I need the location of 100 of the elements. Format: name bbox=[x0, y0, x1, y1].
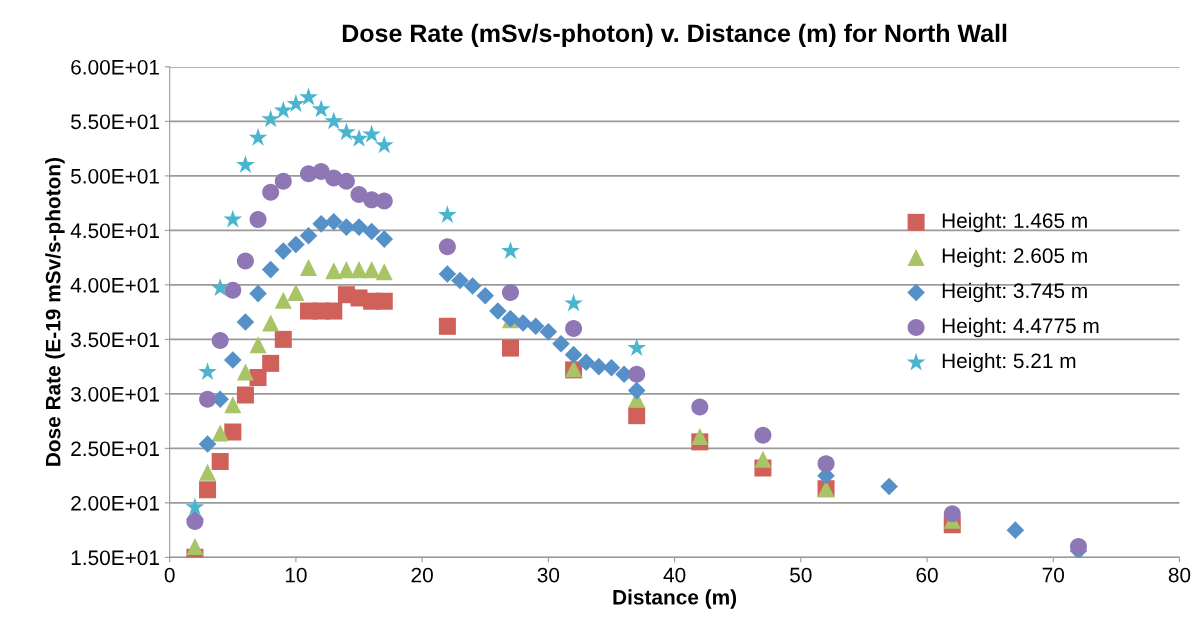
y-tick-label: 2.50E+01 bbox=[71, 441, 159, 457]
point bbox=[943, 505, 961, 523]
point bbox=[438, 238, 456, 256]
point bbox=[287, 284, 305, 302]
point bbox=[224, 396, 242, 414]
point bbox=[754, 426, 772, 444]
point bbox=[363, 261, 381, 279]
y-tick-label: 3.00E+01 bbox=[70, 386, 159, 402]
point bbox=[248, 127, 268, 146]
point bbox=[325, 302, 343, 320]
point bbox=[375, 263, 393, 281]
point bbox=[350, 261, 368, 279]
y-tick-label: 6.00E+01 bbox=[71, 59, 159, 75]
point bbox=[350, 218, 368, 236]
point bbox=[325, 262, 343, 280]
point bbox=[210, 278, 230, 297]
point bbox=[185, 497, 205, 516]
point bbox=[627, 338, 647, 357]
x-tick-label: 0 bbox=[164, 567, 175, 583]
point bbox=[273, 100, 293, 119]
point bbox=[199, 390, 217, 408]
point bbox=[539, 322, 558, 341]
point bbox=[262, 183, 280, 201]
point bbox=[236, 252, 254, 270]
point bbox=[286, 94, 306, 112]
point bbox=[262, 354, 280, 372]
legend-label: Height: 1.465 m bbox=[942, 212, 1087, 233]
point bbox=[324, 212, 343, 231]
point bbox=[287, 235, 305, 254]
x-tick-label: 40 bbox=[663, 567, 686, 583]
x-tick-label: 60 bbox=[916, 567, 938, 583]
x-tick-label: 30 bbox=[537, 567, 560, 583]
point bbox=[236, 313, 255, 331]
point bbox=[224, 351, 242, 369]
y-tick-label: 1.50E+01 bbox=[71, 550, 159, 566]
point bbox=[577, 353, 596, 372]
point bbox=[438, 205, 457, 224]
point bbox=[463, 277, 482, 295]
point bbox=[299, 87, 318, 106]
point bbox=[349, 129, 369, 147]
point bbox=[501, 241, 520, 260]
point bbox=[299, 227, 318, 245]
x-tick-label: 50 bbox=[790, 567, 812, 583]
point bbox=[362, 222, 381, 241]
point bbox=[590, 357, 608, 376]
point bbox=[564, 345, 583, 364]
point bbox=[602, 358, 621, 377]
x-tick-label: 70 bbox=[1042, 567, 1065, 583]
point bbox=[1069, 537, 1087, 555]
x-axis-title: Distance (m) bbox=[613, 589, 737, 609]
x-tick-label: 10 bbox=[285, 567, 307, 583]
point bbox=[224, 281, 242, 299]
point bbox=[628, 407, 646, 425]
point bbox=[249, 210, 267, 228]
y-tick-label: 4.00E+01 bbox=[70, 277, 159, 293]
point bbox=[261, 260, 280, 279]
point bbox=[817, 455, 835, 473]
point bbox=[337, 122, 356, 141]
x-tick-label: 20 bbox=[411, 567, 433, 583]
point bbox=[552, 334, 570, 353]
y-tick-label: 5.50E+01 bbox=[71, 114, 159, 130]
y-tick-label: 4.50E+01 bbox=[70, 223, 159, 239]
point bbox=[262, 314, 280, 332]
point bbox=[223, 209, 243, 228]
point bbox=[236, 363, 254, 381]
point bbox=[198, 435, 217, 453]
point bbox=[224, 423, 242, 441]
legend-label: Height: 5.21 m bbox=[942, 352, 1076, 373]
point bbox=[628, 365, 646, 383]
point bbox=[312, 215, 330, 233]
point bbox=[274, 330, 292, 348]
legend-label: Height: 3.745 m bbox=[942, 282, 1087, 303]
point bbox=[627, 381, 646, 400]
point bbox=[754, 450, 772, 468]
point bbox=[236, 155, 255, 173]
point bbox=[375, 192, 393, 210]
point bbox=[211, 424, 229, 442]
point bbox=[374, 135, 394, 154]
point bbox=[186, 537, 204, 555]
point bbox=[274, 291, 292, 309]
point bbox=[526, 317, 545, 336]
point bbox=[199, 463, 217, 481]
point bbox=[438, 265, 457, 283]
point bbox=[564, 293, 583, 312]
y-tick-label: 5.00E+01 bbox=[71, 168, 159, 184]
point bbox=[300, 258, 318, 276]
point bbox=[880, 477, 898, 496]
point bbox=[199, 481, 217, 499]
point bbox=[451, 271, 469, 290]
point bbox=[362, 124, 381, 143]
point bbox=[198, 362, 217, 381]
y-tick-label: 3.50E+01 bbox=[70, 332, 159, 348]
point bbox=[311, 99, 331, 118]
point bbox=[691, 427, 709, 445]
point bbox=[236, 386, 254, 404]
point bbox=[312, 163, 330, 181]
point bbox=[261, 109, 281, 128]
x-tick-label: 80 bbox=[1168, 567, 1191, 583]
point bbox=[249, 284, 267, 303]
legend-label: Height: 2.605 m bbox=[942, 247, 1087, 268]
